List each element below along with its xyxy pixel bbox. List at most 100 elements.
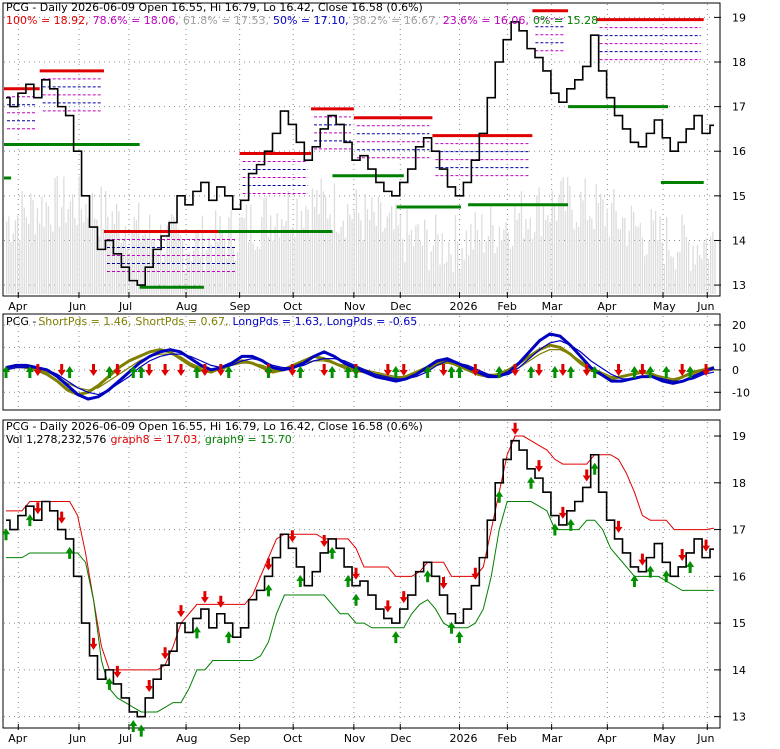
pds-buy-arrow bbox=[566, 366, 575, 378]
pds-sell-arrow bbox=[113, 364, 122, 376]
volume-bar bbox=[688, 241, 690, 294]
pds-buy-arrow bbox=[686, 366, 695, 378]
buy-arrow bbox=[105, 677, 114, 690]
pds-sell-arrow bbox=[534, 364, 543, 376]
volume-bar bbox=[223, 238, 226, 294]
volume-bar bbox=[465, 230, 468, 294]
volume-bar bbox=[186, 254, 188, 294]
volume-bar bbox=[199, 257, 201, 294]
volume-bar bbox=[8, 216, 10, 294]
volume-bar bbox=[602, 199, 604, 294]
volume-bar bbox=[459, 269, 461, 294]
volume-bar bbox=[593, 229, 595, 294]
volume-bar bbox=[516, 219, 518, 294]
volume-bar bbox=[399, 215, 402, 294]
graph-price-line bbox=[6, 439, 714, 718]
buy-arrow bbox=[296, 574, 305, 587]
volume-bar bbox=[692, 246, 694, 294]
volume-bar bbox=[677, 251, 679, 294]
volume-bar bbox=[278, 237, 281, 294]
volume-bar bbox=[362, 239, 364, 294]
sell-arrow bbox=[288, 530, 297, 543]
volume-bar bbox=[457, 241, 459, 294]
volume-bar bbox=[78, 176, 80, 294]
price-legend-title: PCG - Daily 2026-06-09 Open 16.55, Hi 16… bbox=[6, 1, 423, 14]
pds-signal-arrows bbox=[2, 364, 711, 378]
volume-bar bbox=[204, 272, 206, 294]
volume-bar bbox=[523, 237, 525, 294]
volume-bar bbox=[153, 240, 155, 294]
volume-bar bbox=[45, 202, 47, 294]
pds-sell-arrow bbox=[638, 364, 647, 376]
volume-bar bbox=[89, 229, 91, 294]
volume-bar bbox=[21, 191, 23, 294]
volume-bar bbox=[564, 211, 567, 294]
buy-arrow bbox=[447, 621, 456, 634]
volume-bar bbox=[116, 203, 118, 294]
volume-bar bbox=[604, 226, 606, 294]
volume-bar bbox=[549, 221, 551, 294]
pds-sell-arrow bbox=[200, 364, 209, 376]
volume-bar bbox=[298, 230, 300, 294]
volume-bar bbox=[441, 233, 443, 294]
volume-bar bbox=[149, 214, 151, 294]
pds-sell-arrow bbox=[33, 364, 42, 376]
volume-bar bbox=[369, 220, 371, 294]
pds-buy-arrow bbox=[646, 366, 655, 378]
volume-bar bbox=[589, 216, 591, 294]
volume-bar bbox=[184, 272, 186, 294]
volume-bar bbox=[364, 193, 366, 294]
volume-bar bbox=[391, 205, 393, 294]
sell-arrow bbox=[582, 469, 591, 482]
volume-bar bbox=[160, 224, 162, 294]
volume-bar bbox=[606, 208, 608, 294]
buy-arrow bbox=[391, 631, 400, 644]
volume-bar bbox=[428, 270, 430, 294]
sell-arrow bbox=[177, 605, 186, 618]
volume-bar bbox=[536, 195, 538, 294]
sell-arrow bbox=[200, 591, 209, 604]
y-tick-label: 19 bbox=[732, 430, 746, 443]
pds-buy-arrow bbox=[447, 366, 456, 378]
volume-bar bbox=[615, 211, 617, 294]
y-tick-label: -10 bbox=[732, 386, 750, 399]
volume-bar bbox=[371, 196, 373, 294]
fib-legend-item: 78.6% = 18.06, bbox=[93, 14, 179, 27]
volume-bar bbox=[386, 216, 388, 294]
volume-bar bbox=[267, 237, 270, 294]
volume-bar bbox=[50, 224, 52, 294]
volume-bar bbox=[410, 229, 413, 294]
graph-signal-arrows bbox=[2, 422, 711, 737]
sell-arrow bbox=[352, 567, 361, 580]
volume-bar bbox=[683, 224, 685, 294]
volume-bar bbox=[307, 209, 309, 294]
fib-legend-item: 0% = 15.28 bbox=[533, 14, 598, 27]
volume-bar bbox=[100, 186, 102, 294]
volume-bar bbox=[212, 265, 215, 294]
volume-bar bbox=[703, 241, 705, 294]
volume-bar bbox=[670, 256, 672, 294]
y-tick-label: 14 bbox=[732, 664, 746, 677]
volume-bar bbox=[663, 264, 666, 294]
pds-sell-arrow bbox=[702, 364, 711, 376]
sell-arrow bbox=[702, 539, 711, 552]
x-tick-label: Mar bbox=[542, 732, 563, 745]
volume-bar bbox=[250, 204, 252, 294]
volume-bar bbox=[448, 241, 450, 294]
pds-panel-frame bbox=[2, 313, 721, 411]
volume-bar bbox=[672, 257, 674, 294]
buy-arrow bbox=[192, 626, 201, 639]
x-tick-label: Nov bbox=[344, 300, 366, 313]
volume-bar bbox=[666, 216, 668, 294]
volume-bar bbox=[56, 176, 58, 294]
volume-bar bbox=[635, 225, 637, 294]
x-tick-label: Apr bbox=[597, 732, 617, 745]
volume-bar bbox=[265, 196, 267, 294]
volume-bar bbox=[188, 252, 190, 294]
x-axis: Apr Jun Jul Aug Sep Oct Nov Dec 2026 Feb Mar Apr May… bbox=[8, 292, 715, 313]
fib-levels bbox=[4, 9, 704, 289]
fib-legend-item: 50% = 17.10, bbox=[273, 14, 349, 27]
y-tick-label: 15 bbox=[732, 617, 746, 630]
volume-bar bbox=[261, 216, 263, 294]
sell-arrow bbox=[161, 647, 170, 660]
